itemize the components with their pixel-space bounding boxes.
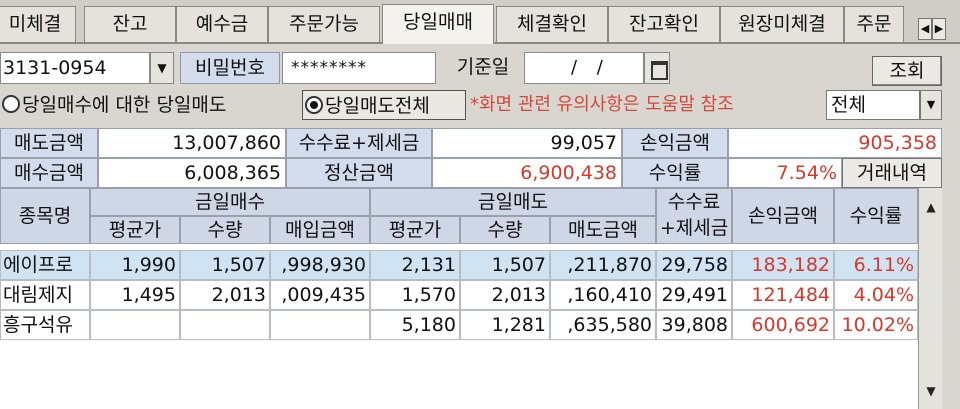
sell-avg: 2,131 [370,250,460,280]
buy-amount-value: 6,008,365 [98,158,286,188]
stock-name: 흥구석유 [0,310,90,340]
buy-avg: 1,990 [90,250,180,280]
table-row[interactable]: 흥구석유 5,180 1,281 ,635,580 39,808 600,692… [0,310,918,340]
tab-order[interactable]: 주문 [844,6,904,42]
sell-amount: ,160,410 [550,280,656,310]
header-buy-amount: 매입금액 [270,216,370,244]
header-buy-group: 금일매수 [90,188,370,216]
buy-qty [180,310,270,340]
sell-qty: 1,507 [460,250,550,280]
sell-avg: 1,570 [370,280,460,310]
fee-tax: 29,758 [656,250,732,280]
tab-unfilled[interactable]: 미체결 [0,6,76,42]
tab-deposit[interactable]: 예수금 [176,6,268,42]
sell-amount-label: 매도금액 [0,128,98,158]
scroll-up-icon[interactable]: ▲ [926,200,936,214]
sell-amount-value: 13,007,860 [98,128,286,158]
tab-scroll-left-icon[interactable]: ◀ [918,18,932,40]
sell-avg: 5,180 [370,310,460,340]
sell-amount: ,635,580 [550,310,656,340]
fee-tax-label: 수수료+제세금 [286,128,432,158]
header-buy-qty: 수량 [180,216,270,244]
radio-buy-then-sell[interactable]: 당일매수에 대한 당일매도 [0,90,298,120]
buy-avg [90,310,180,340]
password-field[interactable]: ******** [282,52,436,84]
history-button[interactable]: 거래내역 [842,158,942,188]
table-row[interactable]: 에이프로 1,990 1,507 ,998,930 2,131 1,507 ,2… [0,250,918,280]
chevron-down-icon[interactable]: ▼ [920,90,942,120]
tab-ledger-unfilled[interactable]: 원장미체결 [720,6,844,42]
header-sell-qty: 수량 [460,216,550,244]
tab-orderable[interactable]: 주문가능 [268,6,380,42]
rate: 10.02% [834,310,918,340]
radio-label: 당일매수에 대한 당일매도 [22,94,227,116]
settle-label: 정산금액 [286,158,432,188]
header-fee-tax: 수수료 +제세금 [656,188,732,244]
filter-select[interactable]: 전체 [826,90,920,120]
header-sell-amount: 매도금액 [550,216,656,244]
scroll-down-icon[interactable]: ▼ [926,384,936,398]
calendar-icon[interactable] [644,52,670,84]
query-button[interactable]: 조회 [872,56,942,86]
pnl-value: 905,358 [728,128,942,158]
table-row[interactable]: 대림제지 1,495 2,013 ,009,435 1,570 2,013 ,1… [0,280,918,310]
header-fee-line1: 수수료 [667,191,721,213]
fee-tax: 39,808 [656,310,732,340]
fee-tax: 29,491 [656,280,732,310]
account-dropdown-icon[interactable]: ▼ [150,52,174,84]
buy-amount-label: 매수금액 [0,158,98,188]
rate: 6.11% [834,250,918,280]
base-date-input[interactable]: / / [524,52,644,84]
notice-text: *화면 관련 유의사항은 도움말 참조 [470,94,734,115]
header-sell-group: 금일매도 [370,188,656,216]
header-rate: 수익률 [834,188,918,244]
settle-value: 6,900,438 [432,158,622,188]
fee-tax-value: 99,057 [432,128,622,158]
pnl: 600,692 [732,310,834,340]
tab-balance-check[interactable]: 잔고확인 [608,6,720,42]
rate-value: 7.54% [728,158,842,188]
header-sell-avg: 평균가 [370,216,460,244]
trades-table: 종목명 금일매수 금일매도 평균가 수량 매입금액 평균가 수량 매도금액 수수… [0,188,918,409]
buy-qty: 1,507 [180,250,270,280]
summary-row-2: 매수금액 6,008,365 정산금액 6,900,438 수익률 7.54% … [0,158,946,188]
header-pnl: 손익금액 [732,188,834,244]
tab-scroll-right-icon[interactable]: ▶ [932,18,946,40]
stock-name: 대림제지 [0,280,90,310]
filter-row: 당일매수에 대한 당일매도 당일매도전체 *화면 관련 유의사항은 도움말 참조… [0,90,960,122]
stock-name: 에이프로 [0,250,90,280]
radio-label: 당일매도전체 [325,95,430,117]
rate-label: 수익률 [622,158,728,188]
rate: 4.04% [834,280,918,310]
tab-scroll: ◀ ▶ [918,18,946,40]
pnl-label: 손익금액 [622,128,728,158]
vertical-scrollbar[interactable]: ▲ ▼ [918,188,942,409]
tab-bar: 미체결 잔고 예수금 주문가능 당일매매 체결확인 잔고확인 원장미체결 주문 … [0,0,960,44]
buy-amount: ,998,930 [270,250,370,280]
sell-amount: ,211,870 [550,250,656,280]
radio-all-sells[interactable]: 당일매도전체 [302,90,466,120]
tab-balance[interactable]: 잔고 [84,6,176,42]
radio-on-icon [305,96,323,114]
header-stock: 종목명 [0,188,90,244]
buy-avg: 1,495 [90,280,180,310]
header-fee-line2: +제세금 [659,217,729,239]
radio-off-icon [2,95,20,113]
account-input[interactable]: 3131-0954 [0,52,150,84]
pnl: 121,484 [732,280,834,310]
buy-amount [270,310,370,340]
buy-qty: 2,013 [180,280,270,310]
header-buy-avg: 평균가 [90,216,180,244]
sell-qty: 1,281 [460,310,550,340]
account-row: 3131-0954 ▼ 비밀번호 ******** 기준일 / / 조회 [0,50,960,86]
password-label: 비밀번호 [180,52,280,84]
base-date-label: 기준일 [456,56,510,78]
tab-execution-check[interactable]: 체결확인 [496,6,608,42]
summary-row-1: 매도금액 13,007,860 수수료+제세금 99,057 손익금액 905,… [0,128,946,158]
tab-today-trades[interactable]: 당일매매 [382,4,494,44]
buy-amount: ,009,435 [270,280,370,310]
sell-qty: 2,013 [460,280,550,310]
pnl: 183,182 [732,250,834,280]
